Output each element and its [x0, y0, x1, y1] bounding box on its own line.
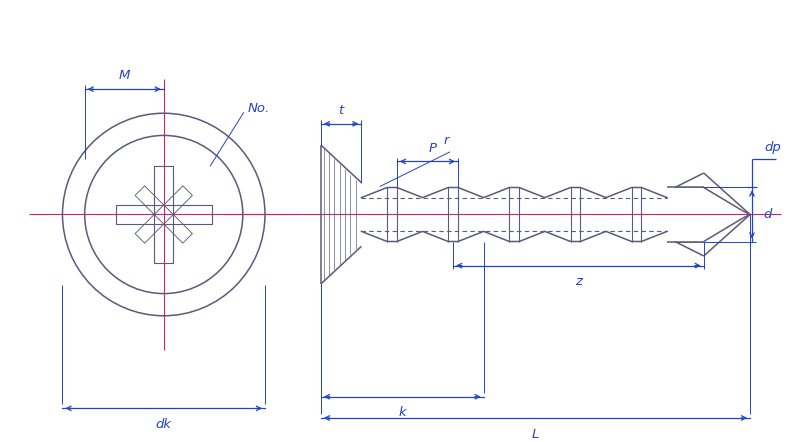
Text: M: M: [118, 69, 130, 82]
Text: z: z: [575, 275, 582, 288]
Text: L: L: [532, 427, 539, 441]
Text: No.: No.: [248, 102, 270, 115]
Text: t: t: [338, 104, 344, 117]
Text: dp: dp: [765, 141, 782, 154]
Text: dk: dk: [156, 418, 172, 431]
Text: k: k: [398, 406, 406, 419]
Text: r: r: [443, 134, 449, 147]
Text: d: d: [763, 208, 772, 221]
Text: P: P: [428, 142, 436, 155]
